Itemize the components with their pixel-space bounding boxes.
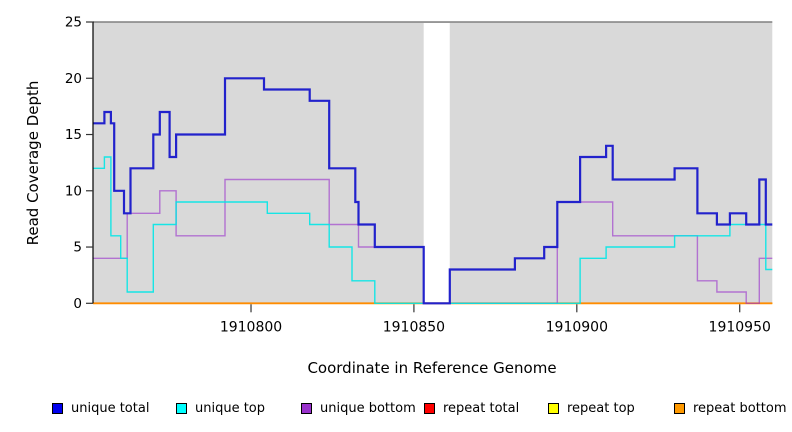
legend-swatch-unique-bottom bbox=[301, 402, 312, 414]
y-tick-label: 0 bbox=[73, 296, 82, 312]
x-tick-label: 1910900 bbox=[546, 319, 608, 335]
series-unique-top bbox=[93, 156, 773, 304]
x-axis-label: Coordinate in Reference Genome bbox=[307, 359, 557, 377]
legend-label: unique bottom bbox=[320, 400, 416, 416]
legend-label: repeat total bbox=[443, 400, 520, 416]
legend-label: unique top bbox=[195, 400, 266, 416]
legend-label: repeat top bbox=[567, 400, 635, 416]
legend-swatch-unique-top bbox=[176, 402, 187, 414]
legend-label: repeat bottom bbox=[693, 400, 787, 416]
legend-item-unique-top: unique top bbox=[176, 398, 265, 418]
series-unique-total bbox=[93, 77, 773, 305]
y-tick-label: 20 bbox=[65, 71, 82, 87]
x-tick-label: 1910950 bbox=[709, 319, 771, 335]
legend-swatch-repeat-top bbox=[548, 402, 559, 414]
coverage-gap-band bbox=[423, 23, 450, 304]
legend-item-unique-bottom: unique bottom bbox=[301, 398, 416, 418]
y-axis-label: Read Coverage Depth bbox=[24, 80, 42, 246]
legend-swatch-repeat-bottom bbox=[674, 402, 685, 414]
y-tick-label: 25 bbox=[65, 15, 82, 31]
y-tick-label: 15 bbox=[65, 127, 82, 143]
y-tick-label: 10 bbox=[65, 183, 82, 199]
x-tick-label: 1910800 bbox=[220, 319, 282, 335]
legend-item-repeat-total: repeat total bbox=[424, 398, 519, 418]
legend-swatch-repeat-total bbox=[424, 402, 435, 414]
legend-item-repeat-top: repeat top bbox=[548, 398, 635, 418]
legend-item-repeat-bottom: repeat bottom bbox=[674, 398, 787, 418]
y-tick-label: 5 bbox=[73, 240, 82, 256]
legend-swatch-unique-total bbox=[52, 402, 63, 414]
legend: unique total unique top unique bottom repea… bbox=[0, 398, 792, 422]
plot-canvas: 0 5 10 15 20 25 1910800 1910850 1910900 1910950 bbox=[65, 15, 773, 335]
x-tick-label: 1910850 bbox=[383, 319, 445, 335]
legend-label: unique total bbox=[71, 400, 150, 416]
legend-item-unique-total: unique total bbox=[52, 398, 149, 418]
